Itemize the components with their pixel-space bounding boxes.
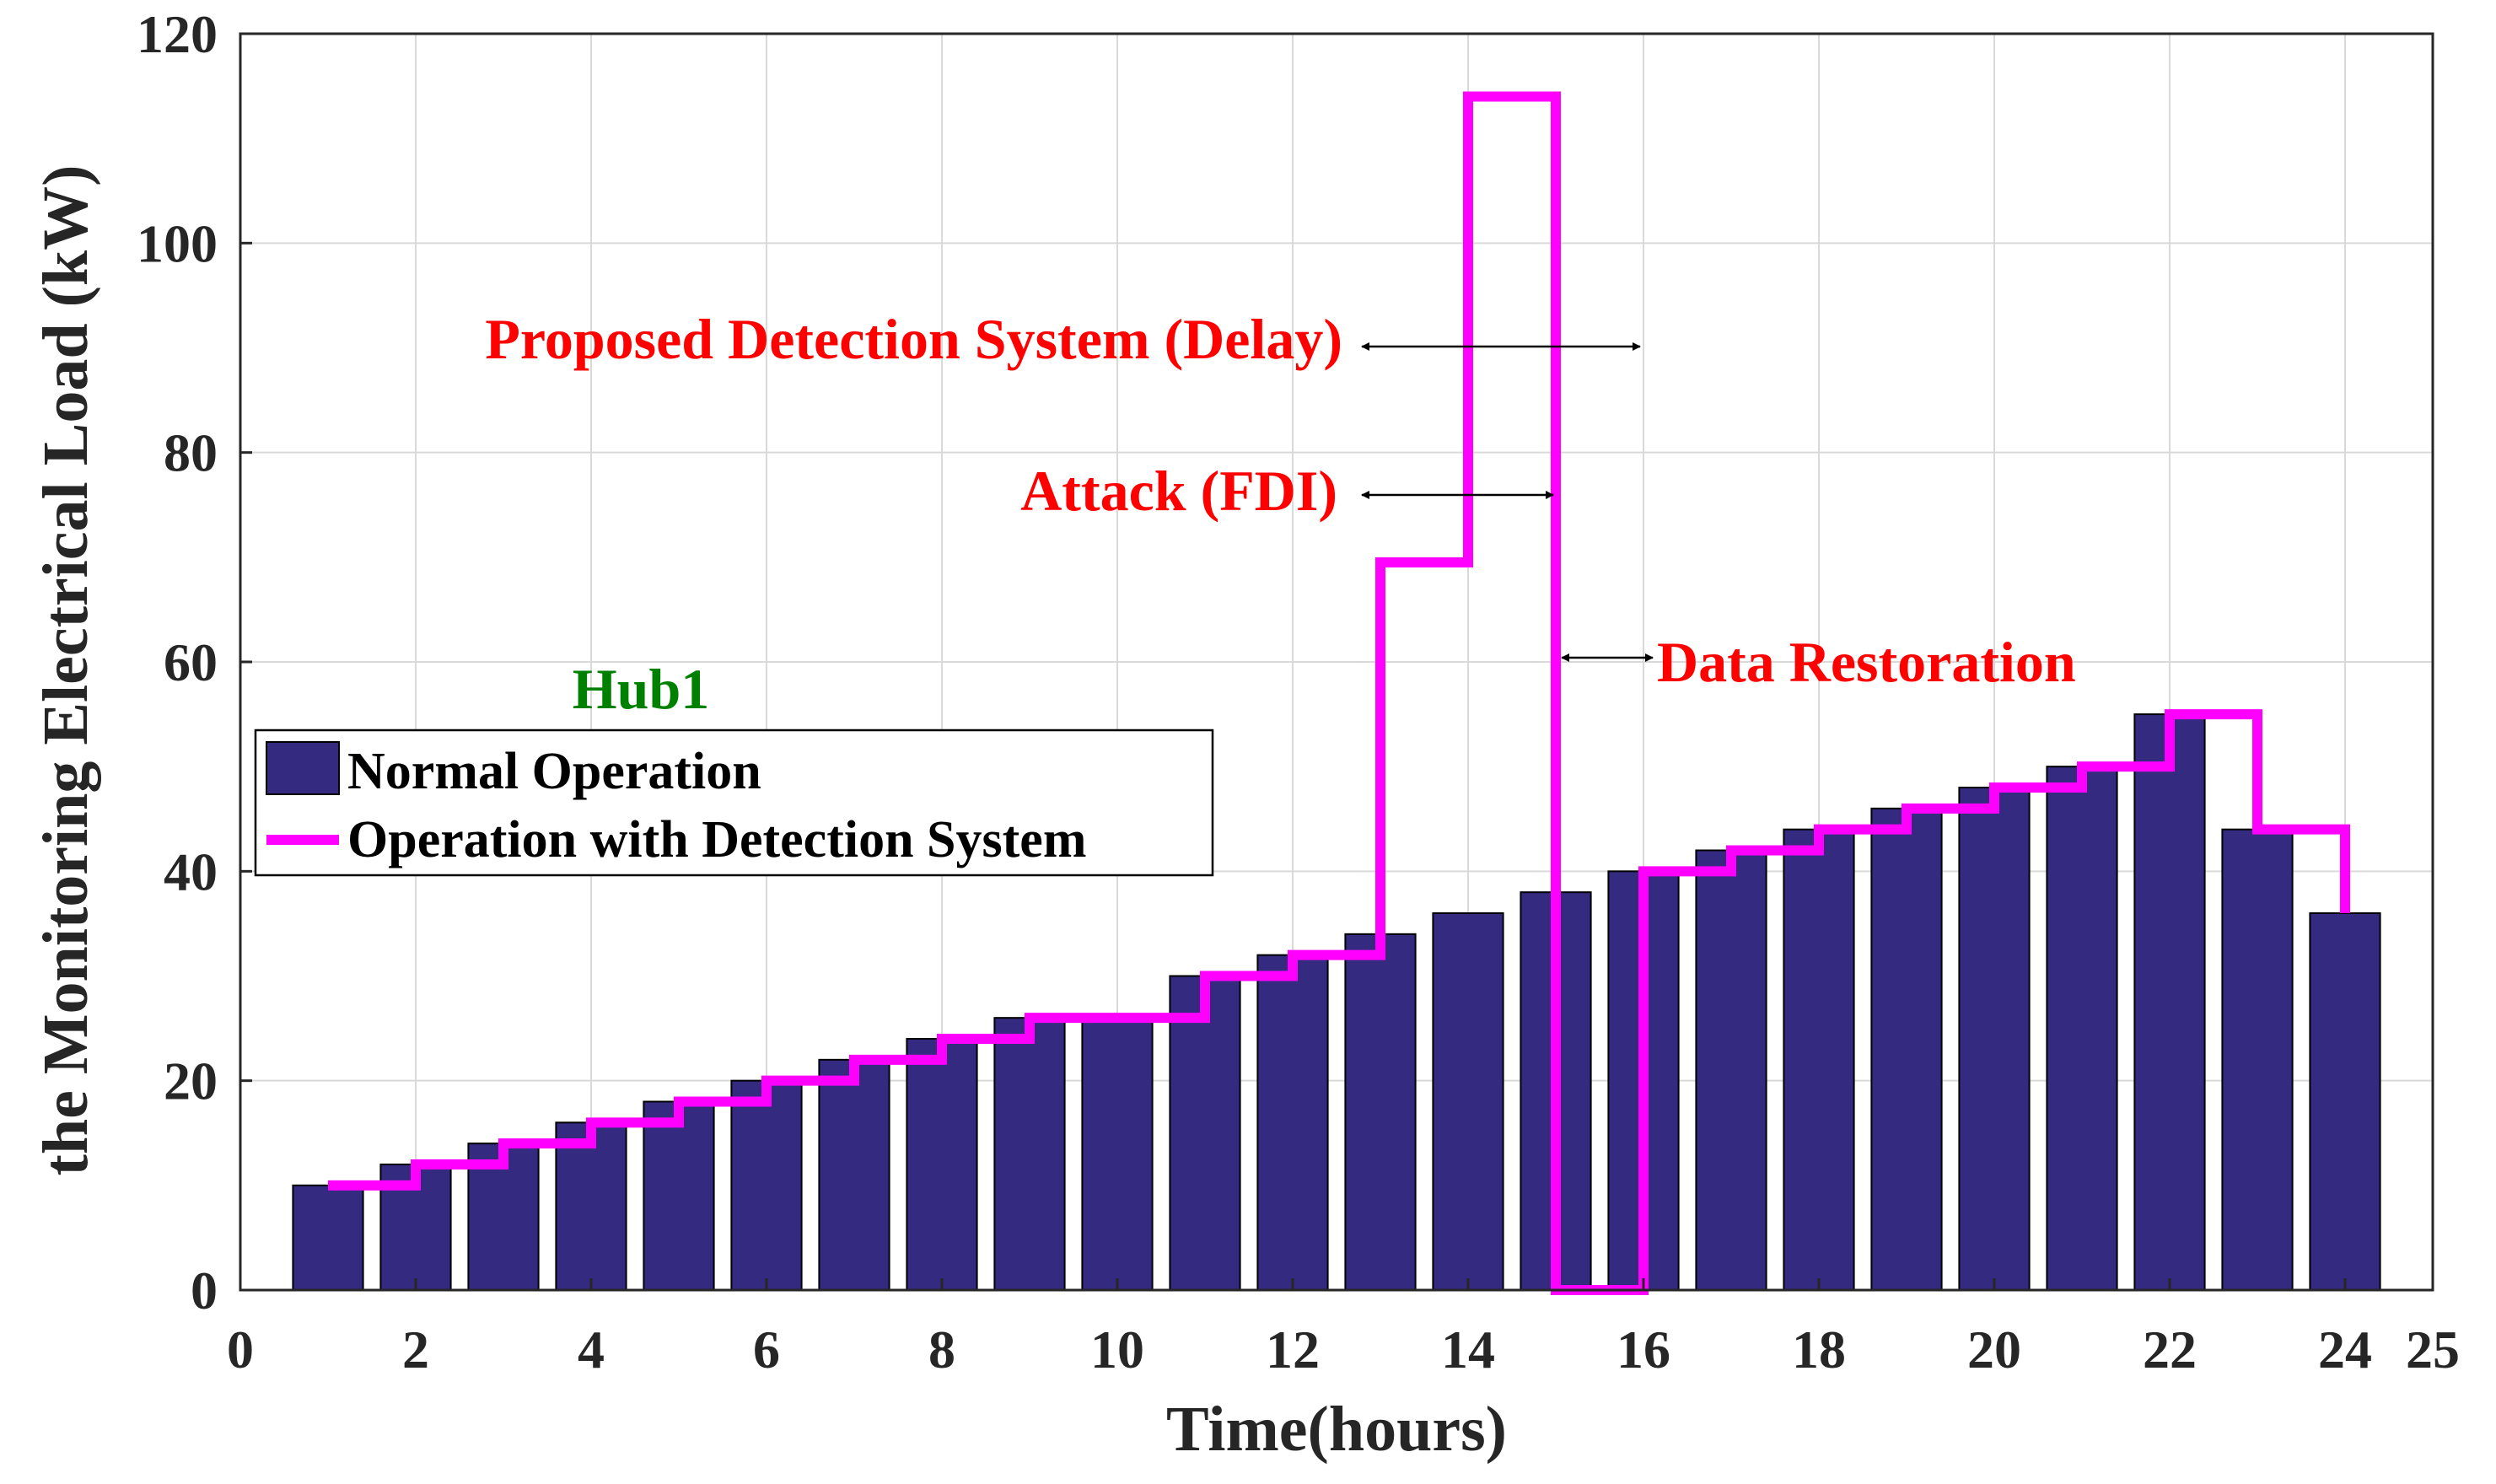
bar: [555, 1121, 627, 1292]
annotation-delay: Proposed Detection System (Delay): [485, 307, 1342, 371]
y-tick-label: 20: [164, 1051, 218, 1111]
y-tick-label: 40: [164, 841, 218, 901]
line-series: [328, 91, 2350, 1295]
bar: [1783, 828, 1855, 1291]
x-tick-label: 20: [1967, 1320, 2021, 1379]
bar: [2221, 828, 2294, 1291]
bar: [2133, 713, 2206, 1291]
y-tick-label: 100: [137, 213, 218, 273]
bar: [292, 1184, 364, 1292]
y-ticks: 0 20 40 60 80 100 120: [137, 4, 252, 1320]
x-tick-label: 8: [928, 1320, 955, 1379]
bar: [818, 1058, 890, 1292]
bar: [2046, 766, 2118, 1291]
bar: [1344, 933, 1417, 1292]
y-tick-label: 60: [164, 632, 218, 692]
x-tick-label: 4: [578, 1320, 605, 1379]
bar: [643, 1100, 715, 1291]
hub-label: Hub1: [573, 657, 710, 721]
legend-box: [254, 729, 1214, 877]
bar: [1169, 975, 1241, 1291]
bar: [906, 1038, 978, 1291]
x-tick-label: 24: [2318, 1320, 2372, 1379]
x-tick-label: 12: [1266, 1320, 1320, 1379]
bar: [1432, 912, 1504, 1291]
bar: [2309, 912, 2381, 1291]
annotation-restoration: Data Restoration: [1657, 630, 2076, 694]
legend-label-normal: Normal Operation: [347, 743, 761, 800]
bar: [1256, 954, 1329, 1291]
y-tick-label: 0: [191, 1261, 218, 1320]
x-axis-title: Time(hours): [1166, 1394, 1507, 1465]
x-tick-label: 10: [1090, 1320, 1144, 1379]
bar: [1870, 807, 1943, 1291]
x-tick-label: 2: [402, 1320, 429, 1379]
x-tick-label: 25: [2406, 1320, 2460, 1379]
legend-swatch-bar: [266, 741, 340, 795]
x-tick-label: 14: [1441, 1320, 1495, 1379]
bar: [993, 1017, 1066, 1291]
bar: [1695, 849, 1767, 1291]
y-axis-title: the Monitoring Electrical Load (kW): [30, 165, 101, 1176]
y-tick-label: 80: [164, 423, 218, 483]
x-tick-label: 0: [227, 1320, 254, 1379]
y-tick-label: 120: [137, 4, 218, 64]
legend: Normal Operation Operation with Detectio…: [254, 729, 1214, 877]
bar: [1958, 787, 2031, 1291]
x-ticks: 0 2 4 6 8 10 12 14 16 18 20 22 24 25: [227, 1278, 2460, 1379]
x-tick-label: 6: [753, 1320, 780, 1379]
annotation-attack: Attack (FDI): [1020, 459, 1337, 523]
x-tick-label: 18: [1792, 1320, 1846, 1379]
detection-line: [328, 91, 2350, 1295]
bar: [730, 1079, 803, 1291]
bar: [1081, 1017, 1154, 1291]
x-tick-label: 16: [1616, 1320, 1670, 1379]
legend-label-detection: Operation with Detection System: [347, 811, 1086, 868]
x-tick-label: 22: [2143, 1320, 2197, 1379]
